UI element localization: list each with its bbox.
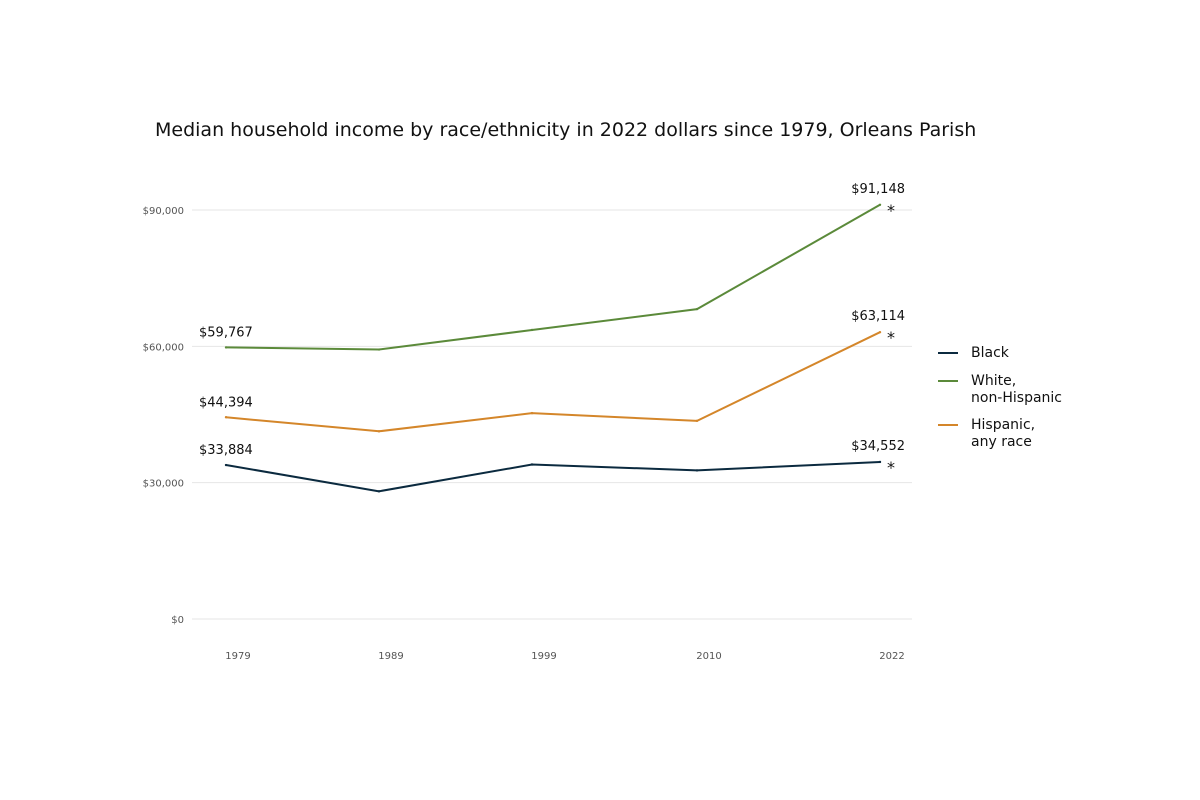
legend-label: White,: [971, 373, 1016, 389]
data-point: [224, 463, 228, 467]
y-tick-label: $0: [171, 615, 184, 626]
data-point: [695, 307, 699, 311]
series-line: [225, 203, 881, 351]
data-labels: $33,884 $34,552 * $59,767 $91,148 * $44,394 $63…: [199, 182, 905, 477]
x-tick-label: 2022: [879, 651, 904, 662]
legend: Black White,non-Hispanic Hispanic,any race: [938, 345, 1062, 450]
series-line: [225, 461, 881, 493]
data-point: [530, 463, 534, 466]
x-tick-label: 1999: [531, 651, 556, 662]
data-point: [695, 469, 699, 472]
legend-label: non-Hispanic: [971, 390, 1062, 406]
data-point: [878, 203, 882, 206]
start-value-label: $44,394: [199, 395, 253, 410]
y-tick-label: $60,000: [143, 342, 184, 353]
x-tick-label: 1989: [378, 651, 403, 662]
series-lines: [224, 203, 882, 493]
data-point: [530, 328, 534, 332]
series-line: [225, 331, 881, 433]
gridlines: [192, 209, 912, 620]
start-value-label: $33,884: [199, 443, 253, 458]
data-point: [530, 411, 534, 415]
data-point: [878, 330, 882, 334]
data-point: [377, 430, 381, 433]
end-marker-asterisk: *: [887, 458, 895, 477]
legend-label: Black: [971, 345, 1010, 361]
legend-label: Hispanic,: [971, 417, 1035, 433]
x-tick-label: 1979: [225, 651, 250, 662]
legend-label: any race: [971, 434, 1032, 450]
data-point: [695, 419, 699, 423]
chart-title: Median household income by race/ethnicit…: [155, 119, 976, 141]
y-tick-label: $90,000: [143, 206, 184, 217]
data-point: [878, 460, 882, 464]
data-point: [377, 348, 381, 351]
data-point: [224, 416, 228, 419]
start-value-label: $59,767: [199, 325, 253, 340]
y-tick-label: $30,000: [143, 479, 184, 490]
end-value-label: $91,148: [851, 182, 905, 197]
data-point: [224, 346, 228, 349]
x-tick-label: 2010: [696, 651, 721, 662]
end-value-label: $34,552: [851, 439, 905, 454]
data-point: [377, 490, 381, 493]
y-axis-ticks: $0 $30,000 $60,000 $90,000: [143, 206, 184, 626]
end-marker-asterisk: *: [887, 328, 895, 347]
x-axis-ticks: 1979 1989 1999 2010 2022: [225, 651, 904, 662]
end-marker-asterisk: *: [887, 201, 895, 220]
end-value-label: $63,114: [851, 309, 905, 324]
